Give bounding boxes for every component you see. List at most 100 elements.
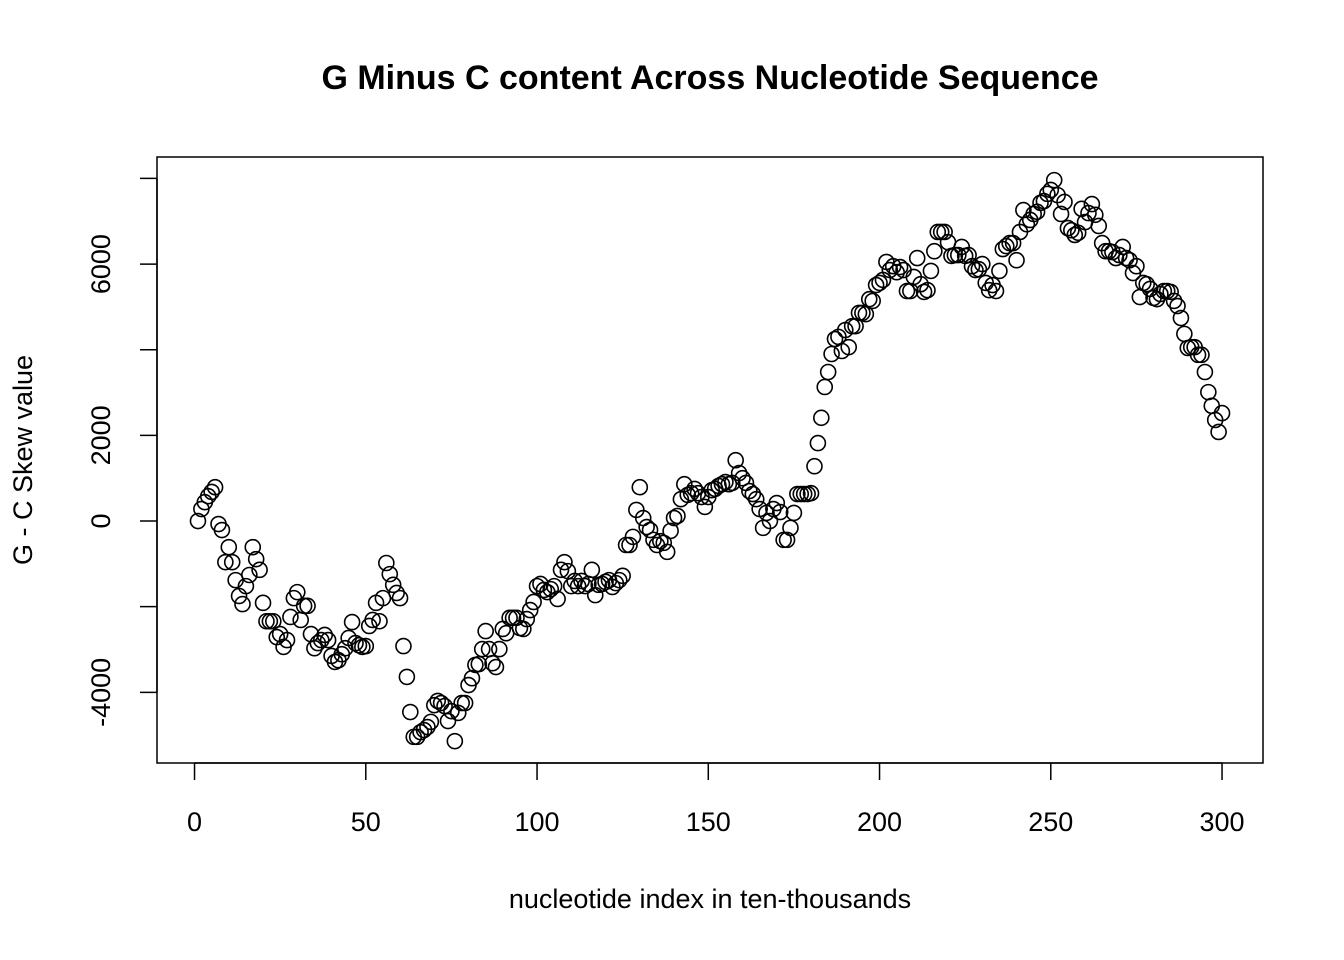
point <box>453 694 470 712</box>
point <box>734 469 751 487</box>
point <box>487 658 505 676</box>
point <box>1117 249 1135 267</box>
point <box>378 554 395 572</box>
point <box>398 668 416 686</box>
point <box>518 610 536 628</box>
point <box>847 317 864 335</box>
point <box>987 282 1005 300</box>
point <box>203 483 220 501</box>
point <box>388 584 405 602</box>
point <box>669 507 686 525</box>
x-tick-label: 0 <box>187 807 202 837</box>
point <box>439 712 457 730</box>
point <box>1056 193 1073 211</box>
point <box>641 521 659 539</box>
point <box>1193 346 1210 364</box>
point <box>586 586 604 604</box>
point <box>785 504 803 522</box>
point <box>1083 195 1101 213</box>
point <box>1076 213 1094 231</box>
point <box>446 732 464 750</box>
point <box>583 561 601 579</box>
point <box>819 363 837 381</box>
y-tick-label: 0 <box>86 514 116 529</box>
point <box>658 543 676 561</box>
point <box>816 378 834 396</box>
point <box>926 242 943 260</box>
point <box>213 521 231 539</box>
point <box>980 281 998 299</box>
point <box>761 512 779 530</box>
point <box>381 565 399 583</box>
point <box>1063 221 1080 239</box>
point <box>919 281 936 299</box>
point <box>419 718 436 736</box>
point <box>864 292 881 310</box>
point <box>456 694 474 712</box>
point <box>515 620 532 638</box>
point <box>1138 275 1155 293</box>
point <box>535 581 553 599</box>
point <box>771 503 789 521</box>
point <box>497 624 515 642</box>
point <box>477 622 494 640</box>
point <box>425 696 443 714</box>
point <box>1213 404 1231 422</box>
point <box>809 434 827 452</box>
point <box>950 246 967 264</box>
point <box>343 613 361 631</box>
x-tick-label: 200 <box>857 807 902 837</box>
point <box>1196 363 1214 381</box>
point <box>395 637 412 655</box>
x-tick-label: 150 <box>686 807 731 837</box>
point <box>391 589 409 607</box>
point <box>484 654 501 672</box>
point <box>645 531 662 549</box>
point <box>970 260 988 278</box>
point <box>282 608 299 626</box>
point <box>316 626 333 644</box>
point <box>295 597 313 615</box>
point <box>1114 238 1132 256</box>
point <box>251 561 268 579</box>
point <box>1087 206 1104 224</box>
point <box>364 611 381 629</box>
point <box>206 478 224 496</box>
point <box>991 262 1008 280</box>
point <box>1210 423 1227 441</box>
point <box>521 601 539 619</box>
point <box>747 490 765 508</box>
x-tick-label: 50 <box>351 807 381 837</box>
point <box>432 694 450 712</box>
point <box>549 590 566 608</box>
point <box>1169 297 1186 315</box>
point <box>189 512 207 530</box>
point <box>1162 283 1179 301</box>
point <box>768 494 786 512</box>
point <box>288 583 306 601</box>
point <box>237 577 255 595</box>
point <box>1066 226 1084 244</box>
y-tick-label: 6000 <box>86 234 116 294</box>
point <box>631 478 649 496</box>
point <box>463 669 481 687</box>
point <box>312 631 330 649</box>
point <box>778 531 796 549</box>
point <box>936 223 953 241</box>
point <box>840 338 858 356</box>
point <box>265 612 282 630</box>
point <box>278 631 296 649</box>
point <box>713 475 731 493</box>
x-tick-label: 100 <box>515 807 560 837</box>
point <box>525 593 542 611</box>
point <box>1045 171 1063 189</box>
point <box>610 571 628 589</box>
x-tick-label: 300 <box>1200 807 1245 837</box>
point <box>443 702 460 720</box>
point <box>1165 292 1183 310</box>
point <box>576 577 594 595</box>
point <box>234 595 251 613</box>
point <box>261 612 279 630</box>
point <box>569 577 587 595</box>
